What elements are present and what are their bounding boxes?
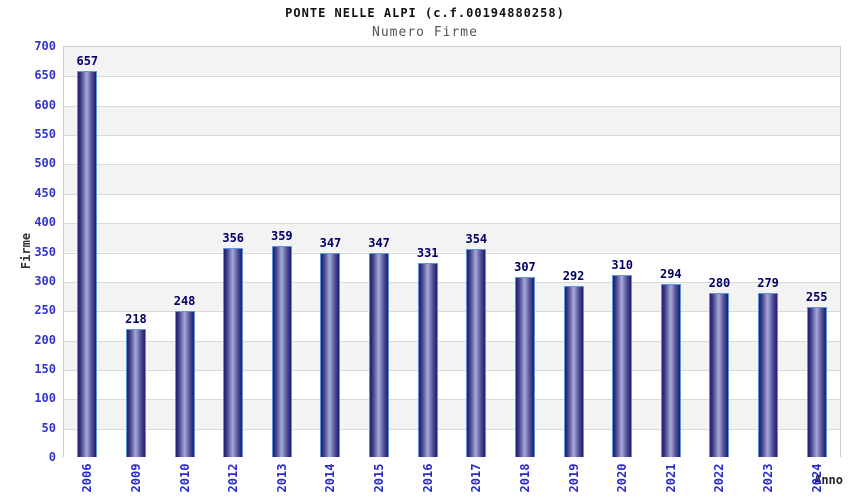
y-tick-label: 300 xyxy=(34,273,56,288)
x-category-label: 2020 xyxy=(615,463,630,493)
bar xyxy=(417,262,438,457)
bar xyxy=(806,307,827,457)
bar xyxy=(271,246,292,457)
y-tick-label: 100 xyxy=(34,391,56,406)
y-tick-label: 400 xyxy=(34,215,56,230)
x-category-label: 2013 xyxy=(274,463,289,493)
gridline xyxy=(64,223,840,224)
bar-value-label: 359 xyxy=(270,229,293,244)
chart-subtitle: Numero Firme xyxy=(372,25,478,40)
bar xyxy=(612,274,633,457)
x-category-label: 2021 xyxy=(663,463,678,493)
x-category-label: 2012 xyxy=(226,463,241,493)
bar xyxy=(77,71,98,457)
bar xyxy=(660,284,681,457)
bar-value-label: 310 xyxy=(611,257,634,272)
bar xyxy=(174,311,195,457)
plot-band xyxy=(64,105,840,136)
plot-band xyxy=(64,223,840,253)
x-axis-title: Anno xyxy=(814,473,843,487)
x-category-label: 2016 xyxy=(420,463,435,493)
bar xyxy=(758,293,779,457)
y-tick-label: 150 xyxy=(34,361,56,376)
x-category-label: 2009 xyxy=(128,463,143,493)
y-tick-label: 200 xyxy=(34,332,56,347)
gridline xyxy=(64,164,840,165)
bar xyxy=(709,292,730,457)
bar xyxy=(320,253,341,457)
x-category-label: 2006 xyxy=(80,463,95,493)
gridline xyxy=(64,76,840,77)
x-category-label: 2014 xyxy=(323,463,338,493)
y-tick-label: 650 xyxy=(34,68,56,83)
plot-band xyxy=(64,47,840,77)
x-category-label: 2019 xyxy=(566,463,581,493)
y-tick-label: 700 xyxy=(34,39,56,53)
plot-band xyxy=(64,135,840,165)
bar xyxy=(563,285,584,457)
x-category-label: 2018 xyxy=(517,463,532,493)
bar-value-label: 292 xyxy=(562,268,585,283)
x-category-label: 2010 xyxy=(177,463,192,493)
bar xyxy=(466,249,487,457)
y-tick-label: 500 xyxy=(34,156,56,171)
bar-value-label: 356 xyxy=(222,230,245,245)
gridline xyxy=(64,106,840,107)
plot-band xyxy=(64,252,840,282)
bar-value-label: 280 xyxy=(708,275,731,290)
bar-value-label: 347 xyxy=(368,236,390,251)
x-category-label: 2015 xyxy=(372,463,387,493)
y-tick-label: 550 xyxy=(34,127,56,142)
bar-value-label: 657 xyxy=(76,54,99,69)
gridline xyxy=(64,311,840,312)
bar xyxy=(514,276,535,457)
gridline xyxy=(64,399,840,400)
plot-band xyxy=(64,76,840,106)
bar-value-label: 347 xyxy=(319,236,342,251)
x-category-label: 2022 xyxy=(712,463,727,493)
gridline xyxy=(64,429,840,430)
bar-value-label: 294 xyxy=(659,267,682,282)
gridline xyxy=(64,135,840,136)
x-category-label: 2017 xyxy=(469,463,484,493)
bar-value-label: 307 xyxy=(514,259,536,274)
bar-value-label: 354 xyxy=(465,232,488,247)
bar-value-label: 218 xyxy=(125,312,147,326)
gridline xyxy=(64,341,840,342)
y-tick-label: 250 xyxy=(34,303,56,318)
bar-value-label: 248 xyxy=(173,294,196,309)
chart-title: PONTE NELLE ALPI (c.f.00194880258) xyxy=(285,6,565,20)
bar xyxy=(369,253,390,457)
y-tick-label: 50 xyxy=(41,420,56,435)
bar-value-label: 279 xyxy=(757,276,779,291)
gridline xyxy=(64,194,840,195)
y-tick-label: 600 xyxy=(34,97,56,112)
y-tick-label: 450 xyxy=(34,185,56,200)
gridline xyxy=(64,370,840,371)
bar xyxy=(223,247,244,457)
bar xyxy=(125,329,146,457)
x-category-label: 2024 xyxy=(809,463,824,493)
x-category-label: 2023 xyxy=(761,463,776,493)
bar-value-label: 255 xyxy=(805,290,828,305)
gridline xyxy=(64,253,840,254)
plot-band xyxy=(64,164,840,194)
y-tick-label: 0 xyxy=(48,450,56,464)
bar-value-label: 331 xyxy=(416,245,439,260)
y-tick-label: 350 xyxy=(34,244,56,259)
plot-band xyxy=(64,193,840,224)
gridline xyxy=(64,282,840,283)
